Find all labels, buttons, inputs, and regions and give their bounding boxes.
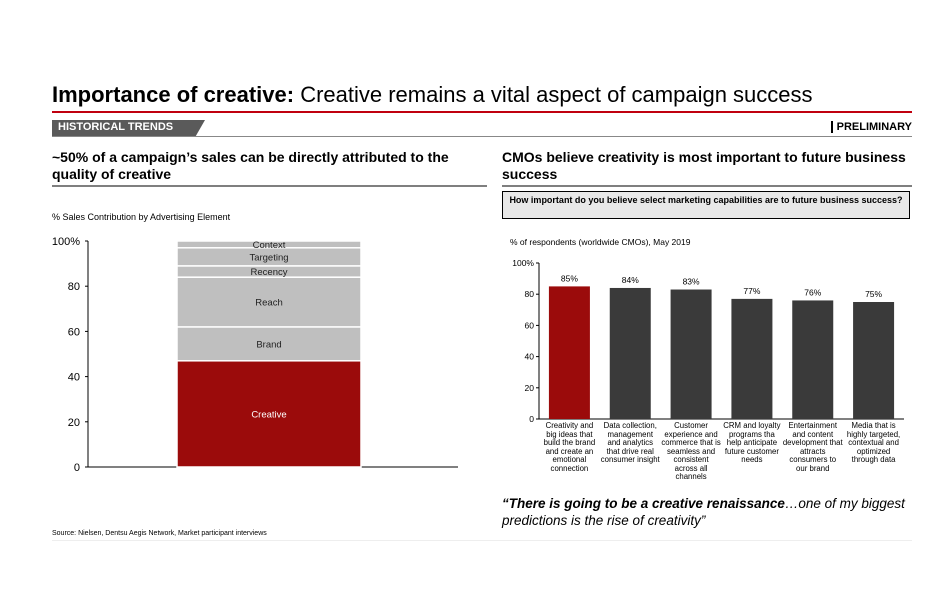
category-label: Creativity and big ideas that build the … xyxy=(543,421,596,473)
section-tag-bar xyxy=(52,120,205,136)
segment-label-brand: Brand xyxy=(256,339,281,350)
status-badge: PRELIMINARY xyxy=(830,121,912,133)
left-y-tick-label: 20 xyxy=(68,417,80,429)
right-headline-rule xyxy=(502,185,912,187)
right-y-tick-label: 80 xyxy=(525,289,535,299)
segment-label-context: Context xyxy=(253,240,286,251)
section-tag: HISTORICAL TRENDS xyxy=(58,121,174,133)
survey-question: How important do you believe select mark… xyxy=(502,191,910,219)
source-note: Source: Nielsen, Dentsu Aegis Network, M… xyxy=(52,530,267,537)
stack-segment-brand xyxy=(176,326,362,362)
bar-value-label: 85% xyxy=(561,273,578,283)
section-divider xyxy=(52,136,912,137)
bar-value-label: 83% xyxy=(683,277,700,287)
bar-value-label: 84% xyxy=(622,275,639,285)
bar xyxy=(609,287,651,419)
left-headline-rule xyxy=(52,185,487,187)
category-label: Media that is highly targeted, contextua… xyxy=(846,421,901,464)
title-bold: Importance of creative: xyxy=(52,82,295,107)
bar-value-label: 77% xyxy=(743,286,760,296)
title-rule xyxy=(52,111,912,113)
stack-segment-creative xyxy=(176,360,362,468)
right-y-tick-label: 40 xyxy=(525,352,535,362)
bar xyxy=(853,302,895,419)
bar xyxy=(548,286,590,419)
cmo-quote: “There is going to be a creative renaiss… xyxy=(502,495,912,529)
right-y-tick-label: 60 xyxy=(525,320,535,330)
bar xyxy=(792,300,834,419)
segment-label-recency: Recency xyxy=(251,267,288,278)
left-y-tick-label: 0 xyxy=(74,462,80,474)
quote-bold: “There is going to be a creative renaiss… xyxy=(502,496,785,511)
left-y-tick-label: 60 xyxy=(68,326,80,338)
left-y-tick-label: 100% xyxy=(52,236,80,248)
bar xyxy=(731,298,773,419)
right-y-tick-label: 100% xyxy=(512,258,534,268)
category-label: Customer experience and commerce that is… xyxy=(661,421,721,481)
right-y-tick-label: 20 xyxy=(525,383,535,393)
left-y-tick-label: 80 xyxy=(68,281,80,293)
bar xyxy=(670,289,712,419)
bar-value-label: 75% xyxy=(865,289,882,299)
segment-label-targeting: Targeting xyxy=(249,252,288,263)
right-chart-label: % of respondents (worldwide CMOs), May 2… xyxy=(510,237,691,247)
segment-label-creative: Creative xyxy=(251,409,286,420)
stack-segment-reach xyxy=(176,276,362,328)
title-rest: Creative remains a vital aspect of campa… xyxy=(294,82,813,107)
stack-segment-context xyxy=(176,240,362,249)
right-headline: CMOs believe creativity is most importan… xyxy=(502,149,906,182)
left-headline: ~50% of a campaign’s sales can be direct… xyxy=(52,149,449,182)
category-label: CRM and loyalty programs tha help antici… xyxy=(723,421,781,464)
segment-label-reach: Reach xyxy=(255,298,282,309)
category-label: Data collection, management and analytic… xyxy=(600,421,660,464)
left-chart-label: % Sales Contribution by Advertising Elem… xyxy=(52,212,231,222)
right-y-tick-label: 0 xyxy=(529,414,534,424)
page-title: Importance of creative: Creative remains… xyxy=(52,82,813,108)
category-label: Entertainment and content development th… xyxy=(782,421,843,473)
left-y-tick-label: 40 xyxy=(68,372,80,384)
quote-rest: …one of my biggest predictions is the ri… xyxy=(502,496,905,528)
footer-rule xyxy=(52,540,912,541)
bar-value-label: 76% xyxy=(804,287,821,297)
